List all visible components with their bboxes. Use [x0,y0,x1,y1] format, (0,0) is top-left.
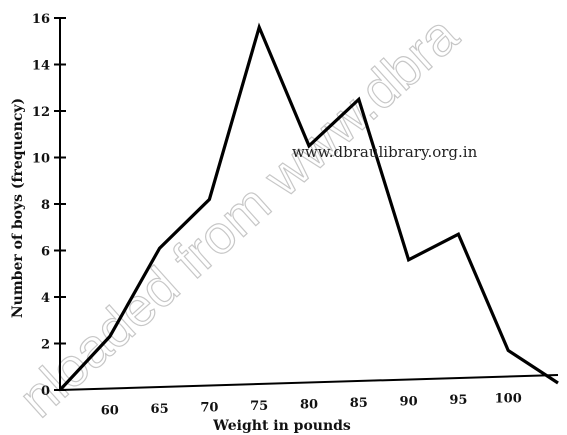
x-tick-label: 60 [101,404,119,419]
watermark-site-url: www.dbraulibrary.org.in [292,143,478,161]
y-ticks: 0 2 4 6 8 10 12 14 16 [32,12,66,399]
x-axis-line [59,374,559,391]
y-tick-label: 12 [32,105,50,120]
y-tick-label: 6 [41,245,50,260]
series-group [58,22,559,392]
y-tick-label: 4 [41,291,50,306]
y-tick-label: 16 [32,12,50,27]
x-tick-label: 95 [449,393,467,408]
y-axis-label: Number of boys (frequency) [10,98,26,318]
x-ticks: 60 65 70 75 80 85 90 95 100 [101,392,522,419]
y-tick-label: 8 [41,198,50,213]
x-tick-label: 80 [300,398,318,413]
y-tick-label: 14 [32,59,50,74]
x-tick-label: 70 [200,401,218,416]
x-tick-label: 75 [250,399,268,414]
y-tick-label: 2 [41,338,50,353]
x-tick-label: 85 [350,396,368,411]
x-tick-label: 100 [495,392,522,407]
x-tick-label: 90 [400,395,418,410]
watermark-diagonal: nloaded from www.dbra [8,4,470,429]
x-tick-label: 65 [151,402,169,417]
x-axis-label: Weight in pounds [212,418,351,434]
y-tick-label: 10 [32,152,50,167]
y-tick-label: 0 [41,384,50,399]
